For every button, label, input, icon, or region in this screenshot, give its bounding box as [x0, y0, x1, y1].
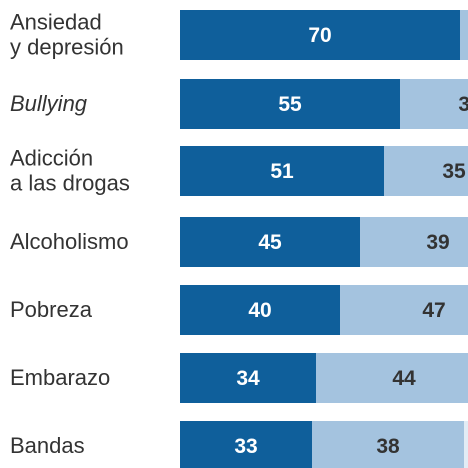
data-label: 44 — [392, 367, 416, 390]
bar-segment — [180, 79, 400, 129]
data-label: 34 — [236, 367, 260, 390]
bar-segment — [460, 10, 468, 60]
bar-segment — [400, 79, 468, 129]
bar-segment — [360, 217, 468, 267]
data-label: 45 — [258, 231, 282, 254]
category-label: Embarazo — [10, 365, 110, 390]
bar-segment — [340, 285, 468, 335]
bar-segment — [180, 285, 340, 335]
category-label: Adicción a las drogas — [10, 146, 130, 196]
data-label: 51 — [270, 160, 294, 183]
bar-segment — [180, 146, 384, 196]
data-label: 39 — [426, 231, 449, 254]
data-label: 40 — [248, 299, 271, 322]
data-label: 33 — [234, 435, 257, 458]
data-label: 38 — [376, 435, 400, 458]
data-label: 35 — [442, 160, 466, 183]
category-label: Bullying — [10, 91, 88, 116]
bar-segment — [384, 146, 468, 196]
data-label: 35 — [458, 93, 468, 116]
bar-segment — [180, 353, 316, 403]
category-label: Alcoholismo — [10, 229, 129, 254]
category-label: Ansiedad y depresión — [10, 10, 124, 60]
bar-segment — [312, 421, 464, 468]
data-label: 55 — [278, 93, 302, 116]
bar-segment — [180, 10, 460, 60]
category-label: Bandas — [10, 433, 85, 458]
bar-segment — [464, 421, 468, 468]
category-label: Pobreza — [10, 297, 93, 322]
data-label: 70 — [308, 24, 331, 47]
bar-segment — [180, 421, 312, 468]
bar-segment — [316, 353, 468, 403]
data-label: 47 — [422, 299, 445, 322]
bar-segment — [180, 217, 360, 267]
